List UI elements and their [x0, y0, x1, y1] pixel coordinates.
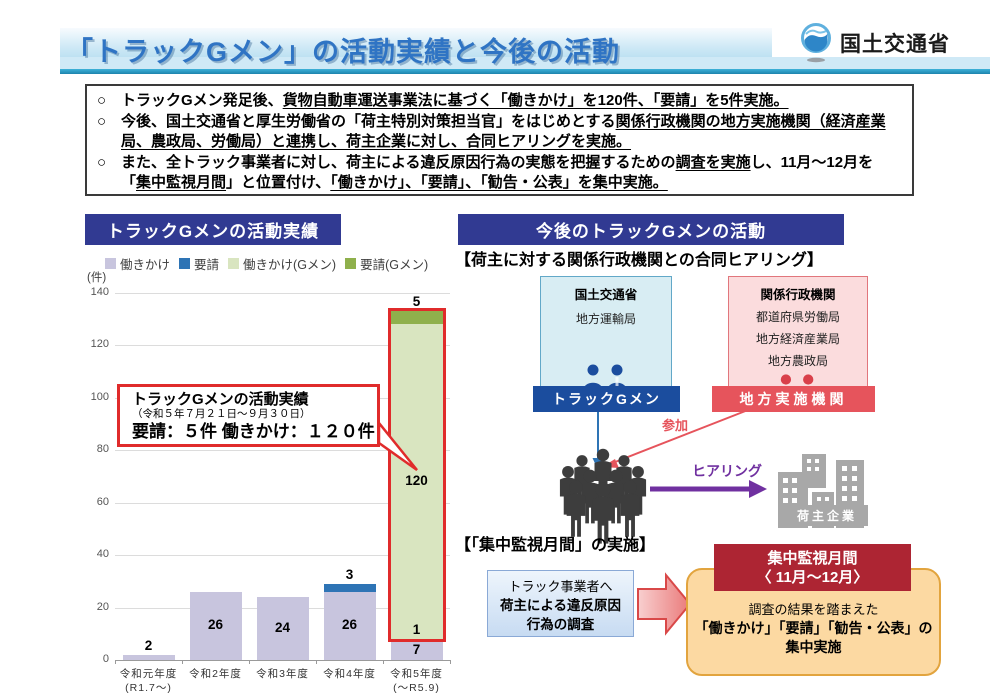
ministry-logo: 国土交通省: [798, 22, 950, 64]
notice-bullet: ○ 今後、国土交通省と厚生労働省の「荷主特別対策担当官」をはじめとする関係行政機関…: [97, 112, 886, 151]
hearing-arrow-icon: [650, 480, 767, 498]
bar-value-label: 7: [412, 641, 421, 657]
gmen-highlight-outline: [387, 308, 446, 643]
period-title-line2: 〈 11月～12月〉: [756, 569, 869, 586]
bar-value-label: 5: [412, 294, 421, 310]
activity-bar-chart: 0 20 40 60 80 100 120 140 2 令和元年度 (R1.7～) 26 令和2年度 24…: [85, 285, 457, 694]
survey-line1: トラック事業者へ: [508, 579, 613, 594]
mlit-title: 国土交通省: [574, 288, 638, 302]
bar-value-label: 26: [207, 616, 224, 632]
period-body-line1: 調査の結果を踏まえた: [748, 602, 879, 617]
buildings-icon: [778, 454, 864, 528]
annotation-title: トラックGメンの活動実績: [132, 391, 309, 408]
bar-value-label: 3: [345, 566, 354, 582]
agency-box: 関係行政機関 都道府県労働局 地方経済産業局 地方農政局: [728, 276, 868, 400]
block-arrow-icon: [637, 572, 692, 636]
left-panel-header: トラックGメンの活動実績: [85, 214, 341, 245]
legend-swatch: [105, 258, 116, 269]
header-band: [60, 57, 990, 69]
bar-value-label: 24: [274, 619, 291, 635]
header-strip: [60, 69, 990, 74]
survey-line3: 行為の調査: [526, 617, 595, 632]
activity-annotation: トラックGメンの活動実績 （令和５年７月２１日～９月３０日） 要請：５件 働きか…: [117, 384, 380, 447]
annotation-counts: 要請：５件 働きかけ：１２０件: [132, 422, 375, 441]
bar-value-label: 1: [412, 622, 421, 638]
legend-swatch: [345, 258, 357, 269]
legend-swatch: [179, 258, 191, 269]
notice-box: ○ トラックGメン発足後、貨物自動車運送事業法に基づく「働きかけ」を120件、「要…: [85, 84, 914, 196]
period-title-line1: 集中監視月間: [767, 550, 858, 567]
notice-bullet: ○ また、全トラック事業者に対し、荷主による違反原因行為の実態を把握するための調査…: [97, 153, 874, 192]
notice-bullet: ○ トラックGメン発足後、貨物自動車運送事業法に基づく「働きかけ」を120件、「要…: [97, 92, 789, 109]
page-title: 「トラックGメン」の活動実績と今後の活動: [66, 37, 621, 67]
notice-list: ○ トラックGメン発足後、貨物自動車運送事業法に基づく「働きかけ」を120件、「要…: [97, 91, 902, 194]
x-axis-label: 令和3年度: [256, 668, 309, 680]
hearing-caption: 【荷主に対する関係行政機関との合同ヒアリング】: [455, 252, 823, 269]
chart-unit-label: (件): [87, 272, 107, 284]
shipper-label: 荷主企業: [786, 505, 868, 526]
legend-item: 働きかけ(Gメン): [228, 254, 336, 273]
bar-value-label: 120: [405, 472, 428, 488]
annotation-period: （令和５年７月２１日～９月３０日）: [132, 408, 311, 420]
agency-item: 地方経済産業局: [755, 332, 840, 346]
truck-gmen-tag: トラックGメン: [533, 386, 680, 412]
x-axis-label: 令和5年度 (～R5.9): [390, 668, 443, 694]
hearing-label: ヒアリング: [692, 463, 762, 479]
legend-item: 要請(Gメン): [345, 254, 428, 273]
bar-value-label: 26: [341, 616, 358, 632]
right-panel-header: 今後のトラックGメンの活動: [458, 214, 844, 245]
mlit-sub: 地方運輸局: [575, 312, 636, 326]
survey-line2: 荷主による違反原因: [499, 598, 622, 613]
period-title: 集中監視月間 〈 11月～12月〉: [714, 544, 911, 591]
chart-legend: 働きかけ 要請 働きかけ(Gメン) 要請(Gメン): [105, 254, 428, 273]
legend-item: 要請: [179, 254, 219, 273]
survey-box: トラック事業者へ 荷主による違反原因 行為の調査: [487, 570, 634, 637]
ministry-logo-icon: [801, 23, 831, 63]
x-axis-label: 令和2年度: [189, 668, 242, 680]
period-body-line2: 「働きかけ」「要請」「勧告・公表」の: [694, 620, 933, 636]
agency-title: 関係行政機関: [760, 288, 836, 302]
agency-item: 都道府県労働局: [755, 310, 840, 324]
legend-item: 働きかけ: [105, 254, 170, 273]
mlit-box: 国土交通省 地方運輸局: [540, 276, 672, 400]
agency-item: 地方農政局: [767, 354, 828, 368]
bar-value-label: 2: [144, 637, 153, 653]
period-body: 調査の結果を踏まえた 「働きかけ」「要請」「勧告・公表」の 集中実施: [692, 600, 935, 657]
ministry-name: 国土交通省: [840, 33, 950, 56]
participate-label: 参加: [662, 418, 689, 433]
monitoring-caption: 【「集中監視月間」の実施】: [455, 537, 656, 554]
legend-swatch: [228, 258, 240, 269]
title-band: [60, 28, 772, 62]
x-axis-label: 令和元年度 (R1.7～): [119, 668, 178, 694]
x-axis-label: 令和4年度: [323, 668, 376, 680]
period-body-line3: 集中実施: [785, 639, 842, 655]
local-agency-tag: 地方実施機関: [712, 386, 875, 412]
